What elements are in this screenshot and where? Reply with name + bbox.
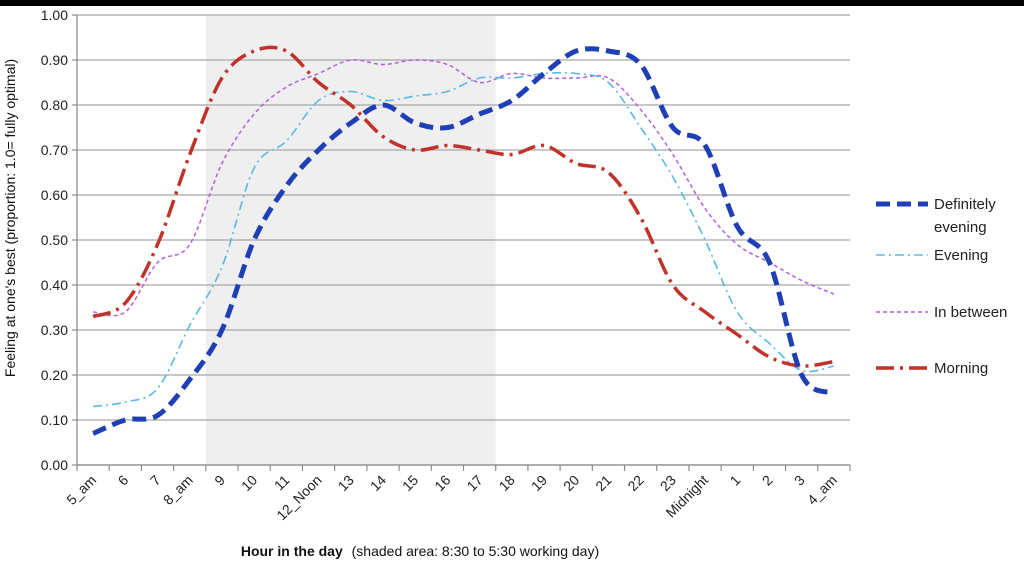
axes-layer	[72, 14, 851, 471]
x-tick-label: 8_am	[160, 472, 196, 508]
x-tick-label: 5_am	[63, 472, 99, 508]
y-tick-label: 0.30	[41, 322, 68, 338]
y-tick-label: 0.90	[41, 52, 68, 68]
y-tick-label: 1.00	[41, 7, 68, 23]
x-tick-label: 16	[431, 472, 453, 494]
x-tick-label: 6	[115, 472, 132, 489]
x-tick-label: 19	[528, 472, 550, 494]
legend: Definitely evening Evening In between Mornin…	[876, 196, 1007, 377]
x-tick-label: 15	[399, 472, 421, 494]
y-tick-label: 0.80	[41, 97, 68, 113]
legend-label-in-between: In between	[934, 304, 1007, 321]
y-tick-label: 0.70	[41, 142, 68, 158]
gridlines-layer	[77, 14, 850, 466]
series-line-morning	[92, 45, 835, 368]
x-tick-label: 3	[791, 472, 808, 489]
legend-label-definitely-evening: Definitely	[934, 196, 996, 213]
x-tick-label: 9	[211, 472, 228, 489]
y-tick-label: 0.20	[41, 367, 68, 383]
series-lines	[92, 45, 836, 436]
x-tick-label: 7	[147, 472, 164, 489]
x-tick-label: 18	[496, 472, 518, 494]
y-axis-label: Feeling at one's best (proportion: 1.0= …	[2, 59, 18, 377]
legend-label-evening: Evening	[934, 247, 988, 264]
legend-label-definitely-evening: evening	[934, 219, 987, 236]
x-tick-label: 22	[624, 472, 646, 494]
x-tick-label: 17	[463, 472, 485, 494]
x-tick-label: 4_am	[804, 472, 840, 508]
series-line-definitely-evening	[92, 46, 836, 436]
x-tick-label: 20	[560, 472, 582, 494]
x-axis-label: Hour in the day (shaded area: 8:30 to 5:…	[241, 543, 599, 559]
y-tick-label: 0.40	[41, 277, 68, 293]
y-tick-label: 0.60	[41, 187, 68, 203]
x-tick-label: 1	[727, 472, 744, 489]
x-axis-note: (shaded area: 8:30 to 5:30 working day)	[352, 543, 600, 559]
x-tick-label: 23	[657, 472, 679, 494]
series-line-in-between	[93, 59, 835, 317]
x-axis-title: Hour in the day	[241, 543, 343, 559]
x-tick-label: 14	[367, 472, 389, 494]
line-chart: 0.00 0.10 0.20 0.30 0.40 0.50 0.60 0.70 0.80 0.90…	[2, 7, 1007, 559]
x-tick-label: 11	[271, 472, 293, 494]
x-tick-label: 2	[759, 472, 776, 489]
x-tick-label: 10	[238, 472, 260, 494]
y-tick-label: 0.00	[41, 457, 68, 473]
chart-frame: 0.00 0.10 0.20 0.30 0.40 0.50 0.60 0.70 0.80 0.90…	[0, 6, 1024, 567]
x-tick-label: 21	[592, 472, 614, 494]
y-tick-label: 0.10	[41, 412, 68, 428]
legend-label-morning: Morning	[934, 360, 988, 377]
series-line-evening	[92, 71, 835, 408]
x-tick-label: 13	[335, 472, 357, 494]
y-tick-label: 0.50	[41, 232, 68, 248]
y-tick-labels: 0.00 0.10 0.20 0.30 0.40 0.50 0.60 0.70 0.80 0.90…	[41, 7, 68, 473]
